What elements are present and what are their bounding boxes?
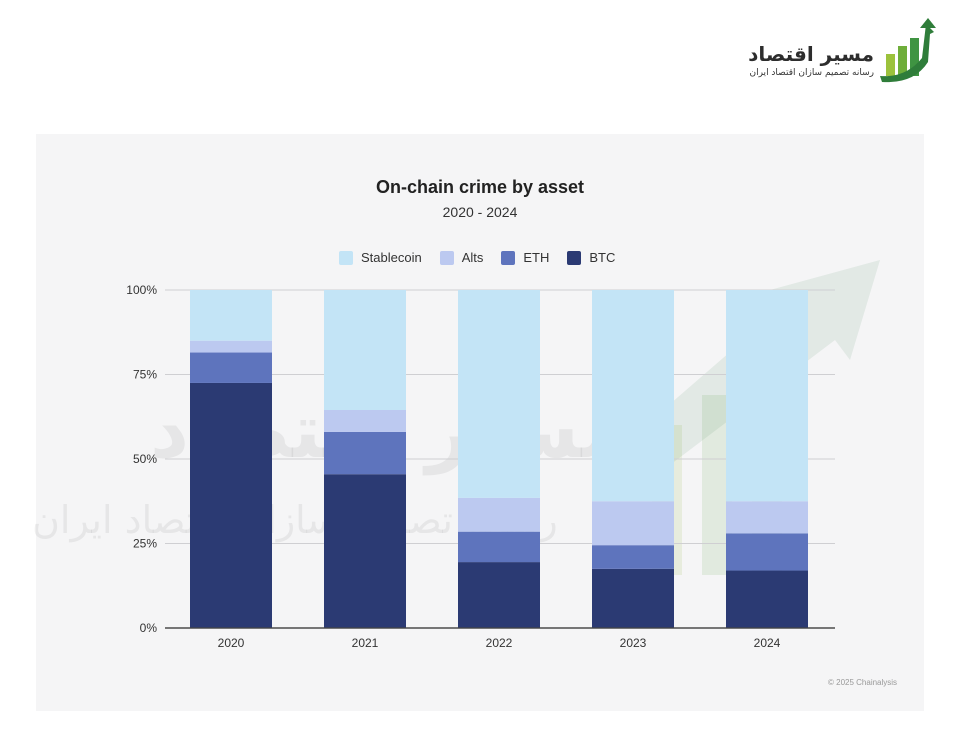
bar-segment-stablecoin-2022 (458, 290, 540, 498)
y-tick-label: 75% (133, 368, 157, 382)
legend-swatch-alts (439, 250, 454, 265)
x-tick-label: 2024 (754, 636, 781, 650)
logo-subtitle: رسانه تصمیم سازان اقتصاد ایران (749, 68, 874, 78)
bar-segment-alts-2024 (726, 501, 808, 534)
legend-item-eth: ETH (501, 250, 549, 265)
bar-segment-btc-2021 (324, 474, 406, 628)
bar-segment-btc-2020 (190, 382, 272, 628)
x-tick-label: 2022 (486, 636, 513, 650)
y-tick-label: 100% (126, 283, 157, 297)
y-tick-label: 50% (133, 452, 157, 466)
legend-swatch-stablecoin (339, 250, 353, 265)
legend-label-stablecoin: Stablecoin (361, 250, 422, 265)
x-tick-label: 2020 (218, 636, 245, 650)
bar-segment-stablecoin-2023 (592, 290, 674, 502)
legend-item-alts: Alts (439, 250, 484, 265)
legend-label-alts: Alts (461, 250, 484, 265)
bar-segment-alts-2023 (592, 501, 674, 546)
chart-subtitle: 2020 - 2024 (442, 204, 518, 220)
legend-swatch-eth (501, 250, 516, 265)
legend-label-eth: ETH (523, 250, 550, 265)
x-tick-label: 2021 (352, 636, 379, 650)
bar-segment-btc-2023 (592, 568, 674, 628)
y-tick-label: 0% (140, 621, 158, 635)
legend-label-btc: BTC (589, 250, 616, 265)
copyright-footer: © 2025 Chainalysis (828, 678, 898, 687)
y-tick-label: 25% (133, 537, 157, 551)
bar-segment-alts-2022 (458, 497, 540, 532)
bar-segment-btc-2022 (458, 562, 540, 628)
bar-segment-eth-2024 (726, 533, 808, 571)
bar-segment-alts-2021 (324, 409, 406, 432)
bar-segment-alts-2020 (190, 340, 272, 353)
chart-title: On-chain crime by asset (375, 177, 585, 197)
chart-legend: Stablecoin Alts ETH BTC (339, 250, 615, 265)
bar-segment-eth-2021 (324, 431, 406, 475)
logo-chart-icon (880, 18, 936, 83)
bar-segment-stablecoin-2020 (190, 290, 272, 341)
legend-swatch-btc (567, 250, 582, 265)
bar-segment-stablecoin-2021 (324, 290, 406, 410)
logo-title: مسیر اقتصاد (748, 42, 874, 66)
bar-segment-eth-2023 (592, 545, 674, 569)
legend-item-stablecoin: Stablecoin (339, 250, 422, 265)
legend-item-btc: BTC (567, 250, 615, 265)
bar-segment-stablecoin-2024 (726, 290, 808, 502)
bar-segment-btc-2024 (726, 570, 808, 628)
x-tick-label: 2023 (620, 636, 647, 650)
bar-segment-eth-2022 (458, 531, 540, 563)
publisher-logo: مسیر اقتصاد رسانه تصمیم سازان اقتصاد ایر… (748, 18, 940, 90)
bar-segment-eth-2020 (190, 352, 272, 383)
